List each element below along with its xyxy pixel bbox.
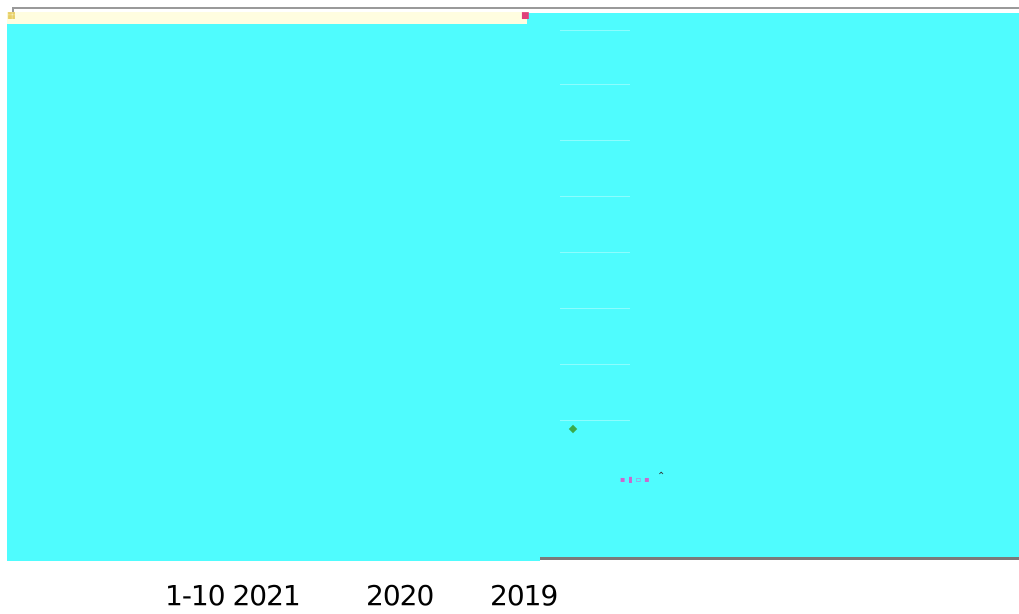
- tray-icon[interactable]: ▫: [635, 475, 642, 484]
- corner-icon: ▦: [7, 11, 16, 21]
- right-panel: [527, 13, 1019, 558]
- tray-icons: ▪ ▮ ▫ ▪: [620, 474, 650, 486]
- bottom-border-line: [540, 557, 1019, 560]
- tray-icon[interactable]: ▪: [644, 475, 650, 484]
- frame-top-border: [12, 7, 1019, 9]
- row-marker: [560, 196, 630, 197]
- year-label: 2019: [490, 579, 558, 612]
- row-marker: [560, 84, 630, 85]
- tray-icon[interactable]: ▮: [628, 475, 633, 484]
- tray-icon[interactable]: ▪: [620, 475, 626, 484]
- frame-left-border: [12, 7, 14, 15]
- row-marker: [560, 308, 630, 309]
- row-marker: [560, 420, 630, 421]
- period-label: 1-10 2021: [165, 579, 301, 612]
- top-strip: [7, 12, 527, 24]
- row-marker: [560, 30, 630, 31]
- year-label: 2020: [366, 579, 434, 612]
- chevron-up-icon[interactable]: ⌃: [657, 471, 666, 482]
- row-marker: [560, 140, 630, 141]
- flag-icon[interactable]: ■: [521, 11, 530, 21]
- row-marker: [560, 364, 630, 365]
- row-marker: [560, 252, 630, 253]
- left-panel: [7, 24, 540, 561]
